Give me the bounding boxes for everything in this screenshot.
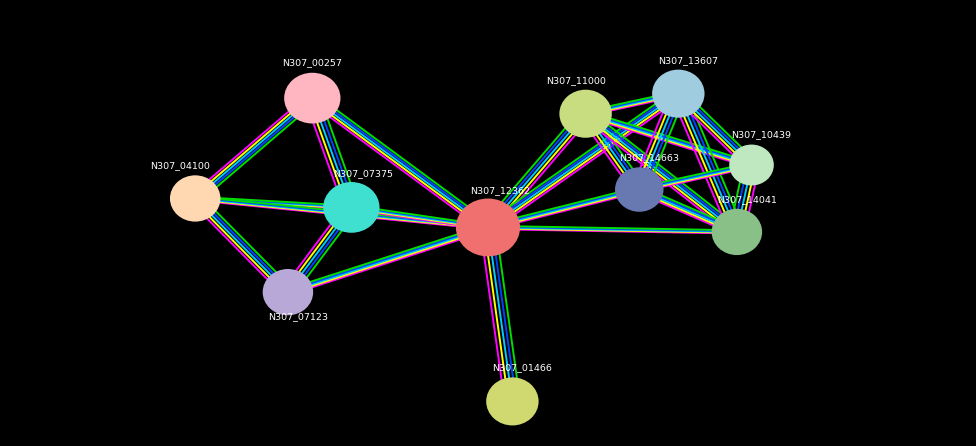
Text: N307_14041: N307_14041 bbox=[716, 195, 777, 204]
Ellipse shape bbox=[487, 378, 538, 425]
Text: N307_10439: N307_10439 bbox=[731, 131, 792, 140]
Text: N307_07375: N307_07375 bbox=[333, 169, 393, 178]
Ellipse shape bbox=[712, 210, 761, 254]
Ellipse shape bbox=[457, 199, 519, 256]
Text: N307_13607: N307_13607 bbox=[658, 57, 718, 66]
Text: N307_04100: N307_04100 bbox=[150, 161, 211, 170]
Ellipse shape bbox=[616, 168, 663, 211]
Ellipse shape bbox=[730, 145, 773, 185]
Text: N307_14663: N307_14663 bbox=[619, 153, 679, 162]
Ellipse shape bbox=[171, 176, 220, 221]
Text: N307_07123: N307_07123 bbox=[267, 312, 328, 321]
Ellipse shape bbox=[560, 91, 611, 137]
Text: N307_00257: N307_00257 bbox=[282, 58, 343, 67]
Text: N307_01466: N307_01466 bbox=[492, 363, 552, 372]
Ellipse shape bbox=[653, 70, 704, 117]
Ellipse shape bbox=[285, 74, 340, 123]
Ellipse shape bbox=[264, 270, 312, 314]
Text: N307_11000: N307_11000 bbox=[546, 76, 606, 85]
Ellipse shape bbox=[324, 183, 379, 232]
Text: N307_12362: N307_12362 bbox=[469, 186, 530, 195]
